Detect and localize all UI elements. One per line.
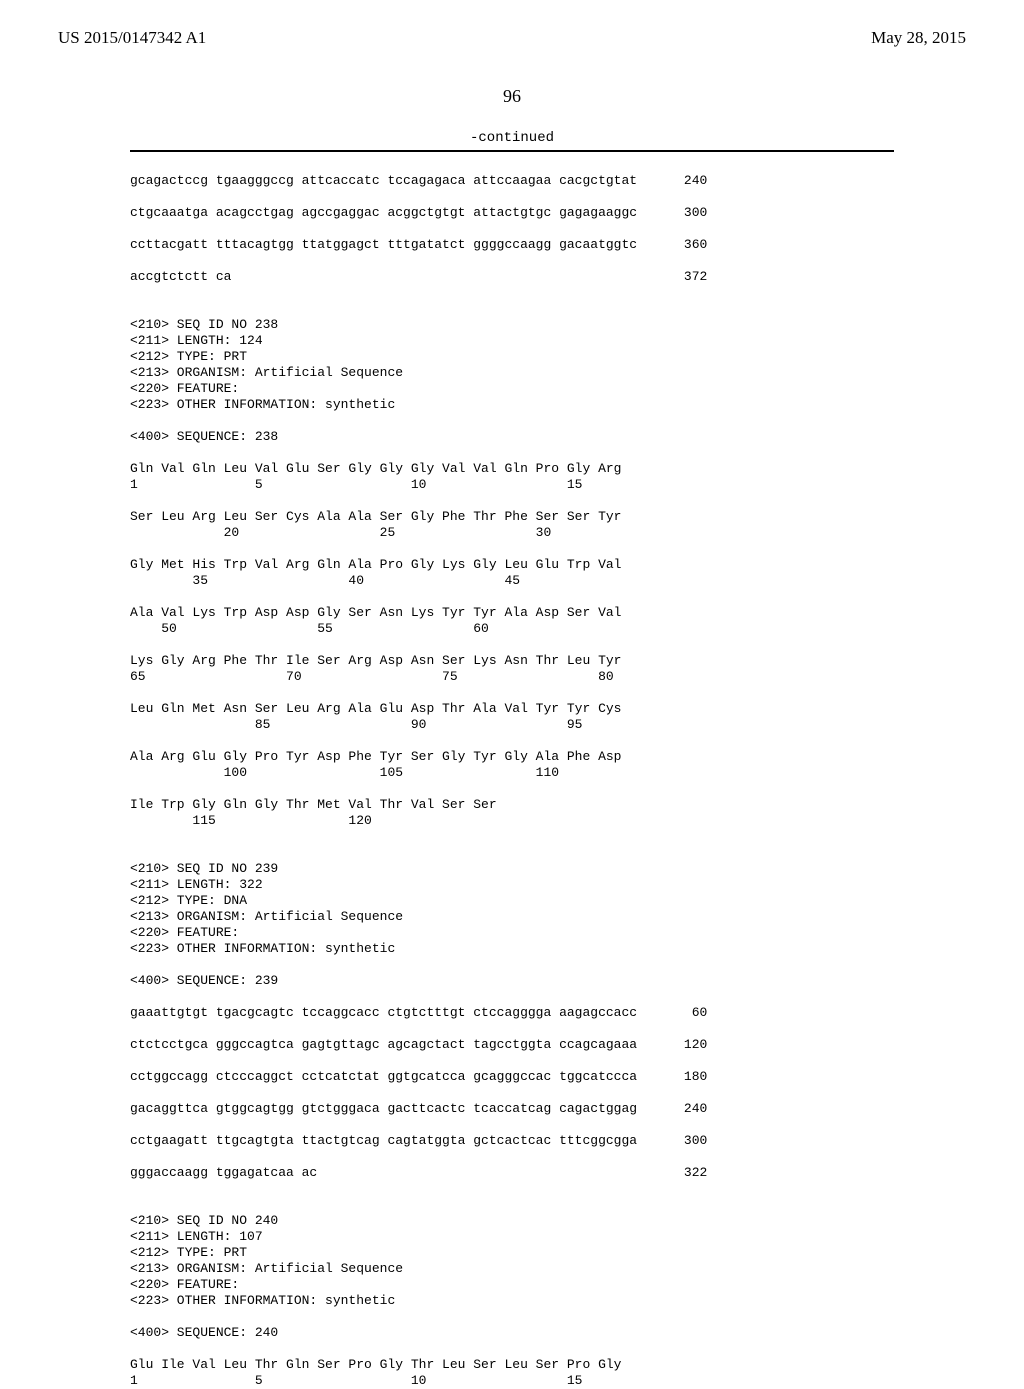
sequence-listing: gcagactccg tgaagggccg attcaccatc tccagag… xyxy=(130,173,894,1389)
publication-number: US 2015/0147342 A1 xyxy=(58,28,206,48)
horizontal-rule-top xyxy=(130,150,894,152)
page-number: 96 xyxy=(0,86,1024,107)
publication-date: May 28, 2015 xyxy=(871,28,966,48)
continued-label: -continued xyxy=(0,130,1024,146)
